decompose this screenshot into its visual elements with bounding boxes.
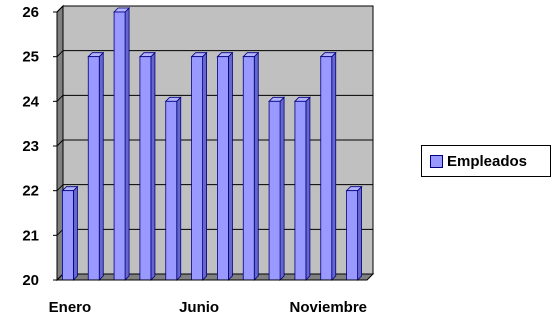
bar — [87, 51, 105, 281]
bar-side — [150, 51, 156, 281]
bar — [268, 96, 286, 281]
bar-side — [176, 96, 182, 281]
bar — [319, 51, 337, 281]
y-tick-label: 25 — [22, 49, 39, 66]
bar-front — [87, 56, 100, 281]
gridline-side — [56, 50, 64, 58]
gridline-side — [56, 228, 64, 236]
gridline-side — [56, 139, 64, 147]
bar — [293, 96, 311, 281]
bar-front — [242, 56, 255, 281]
y-tick-label: 24 — [22, 93, 39, 110]
bar — [113, 7, 131, 281]
x-tick-label: Enero — [49, 299, 92, 316]
bar-front — [268, 100, 281, 281]
bar-side — [331, 51, 337, 281]
legend: Empleados — [421, 145, 551, 177]
x-tick-label: Junio — [179, 299, 219, 316]
y-tick-label: 21 — [22, 227, 39, 244]
bar-front — [320, 56, 333, 281]
y-tick-label: 20 — [22, 272, 39, 289]
bar — [164, 96, 182, 281]
bar-side — [98, 51, 104, 281]
bar-side — [228, 51, 233, 281]
gridline-side — [56, 273, 64, 281]
bar-chart: 20 21 22 23 24 25 26 Enero Junio Noviembre — [22, 4, 375, 316]
x-tick-label: Noviembre — [289, 299, 367, 316]
bar-front — [62, 190, 74, 281]
bar-side — [279, 96, 285, 281]
bar-front — [139, 56, 152, 281]
y-tick-label: 22 — [22, 183, 39, 200]
gridline-side — [56, 94, 64, 102]
y-tick-label: 26 — [22, 4, 39, 21]
legend-label-empleados: Empleados — [447, 152, 528, 170]
y-axis-ticks: 20 21 22 23 24 25 26 — [22, 4, 57, 289]
bar — [216, 51, 234, 281]
legend-swatch — [430, 154, 443, 168]
bar-front — [294, 100, 307, 281]
bar-front — [346, 190, 358, 281]
bar — [61, 185, 79, 281]
bar — [242, 51, 260, 281]
bar — [138, 51, 156, 281]
bar-side — [124, 7, 130, 281]
gridline-side — [56, 184, 64, 192]
bar-front — [165, 100, 178, 281]
bar-side — [305, 96, 311, 281]
bar-side — [253, 51, 259, 281]
bars — [61, 7, 363, 281]
x-axis-labels: Enero Junio Noviembre — [49, 299, 367, 316]
gridline-side — [56, 5, 64, 13]
bar — [190, 51, 208, 281]
bar — [345, 185, 363, 281]
bar-side — [73, 185, 78, 281]
bar-front — [191, 56, 203, 281]
bar-front — [217, 56, 229, 281]
bar-side — [202, 51, 207, 281]
bar-front — [113, 11, 126, 281]
bar-side — [357, 185, 362, 281]
y-tick-label: 23 — [22, 138, 39, 155]
